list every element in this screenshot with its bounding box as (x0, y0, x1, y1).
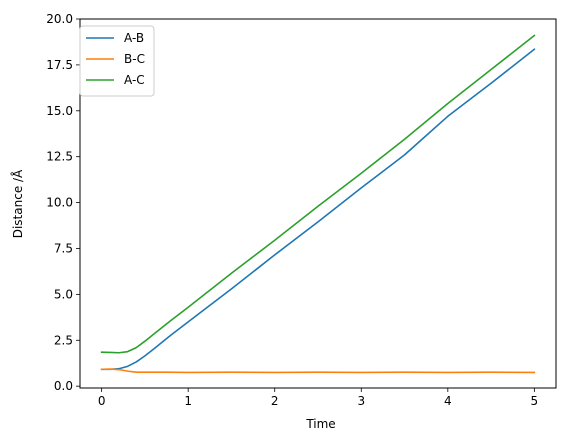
y-tick-label: 0.0 (54, 379, 73, 393)
x-ticks: 0 1 2 3 4 5 (98, 388, 538, 408)
x-tick-label: 0 (98, 394, 106, 408)
plot-frame (79, 18, 557, 389)
y-tick-label: 15.0 (46, 104, 73, 118)
x-tick-label: 3 (357, 394, 365, 408)
series-line-b-c (100, 368, 536, 374)
legend-label-a-c: A-C (124, 73, 145, 87)
x-tick-label: 2 (271, 394, 279, 408)
x-tick-label: 1 (184, 394, 192, 408)
y-tick-label: 2.5 (54, 333, 73, 347)
y-tick-label: 5.0 (54, 287, 73, 301)
series-line-a-b (100, 48, 536, 371)
y-ticks: 0.0 2.5 5.0 7.5 10.0 12.5 15.0 17.5 20.0 (46, 12, 80, 393)
x-tick-label: 4 (444, 394, 452, 408)
series-layer (100, 34, 536, 374)
y-tick-label: 20.0 (46, 12, 73, 26)
x-axis-label: Time (305, 417, 335, 431)
y-tick-label: 12.5 (46, 150, 73, 164)
axes-layer (79, 18, 557, 389)
legend: A-B B-C A-C (79, 25, 155, 97)
y-tick-label: 17.5 (46, 58, 73, 72)
y-tick-label: 10.0 (46, 196, 73, 210)
legend-label-b-c: B-C (124, 52, 145, 66)
legend-box (79, 25, 155, 97)
y-axis-label: Distance /Å (10, 169, 25, 238)
y-tick-label: 7.5 (54, 241, 73, 255)
legend-label-a-b: A-B (124, 31, 144, 45)
series-line-a-c (100, 34, 536, 354)
x-tick-label: 5 (531, 394, 539, 408)
